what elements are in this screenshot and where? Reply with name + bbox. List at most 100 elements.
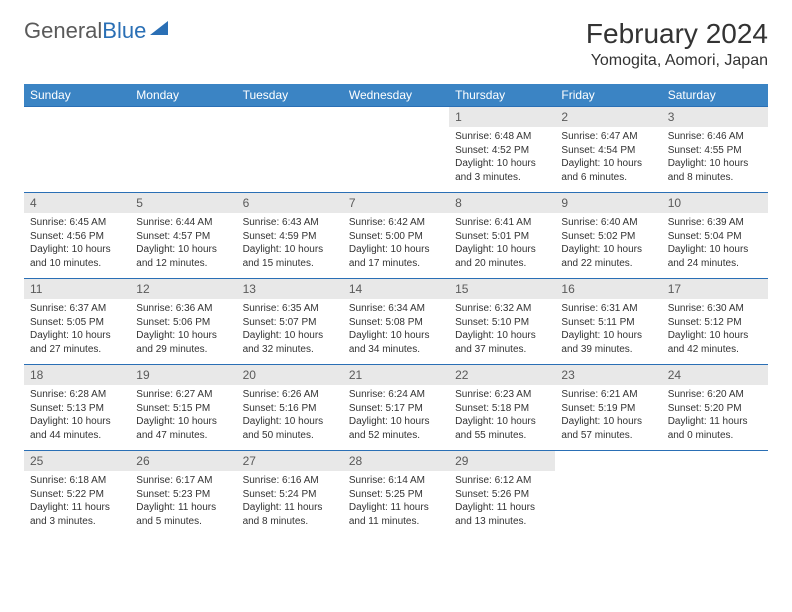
day-cell bbox=[237, 107, 343, 193]
sunset-text: Sunset: 5:04 PM bbox=[668, 230, 762, 244]
day-cell bbox=[555, 451, 661, 537]
day-cell: 6Sunrise: 6:43 AMSunset: 4:59 PMDaylight… bbox=[237, 193, 343, 279]
day-number: 8 bbox=[449, 193, 555, 213]
day-body: Sunrise: 6:47 AMSunset: 4:54 PMDaylight:… bbox=[555, 127, 661, 188]
day-cell: 4Sunrise: 6:45 AMSunset: 4:56 PMDaylight… bbox=[24, 193, 130, 279]
day-cell: 22Sunrise: 6:23 AMSunset: 5:18 PMDayligh… bbox=[449, 365, 555, 451]
day-body: Sunrise: 6:37 AMSunset: 5:05 PMDaylight:… bbox=[24, 299, 130, 360]
day-body: Sunrise: 6:21 AMSunset: 5:19 PMDaylight:… bbox=[555, 385, 661, 446]
day-cell: 28Sunrise: 6:14 AMSunset: 5:25 PMDayligh… bbox=[343, 451, 449, 537]
day-header: Saturday bbox=[662, 84, 768, 107]
sunset-text: Sunset: 5:07 PM bbox=[243, 316, 337, 330]
daylight-text: Daylight: 10 hours and 57 minutes. bbox=[561, 415, 655, 442]
day-number: 19 bbox=[130, 365, 236, 385]
day-cell: 17Sunrise: 6:30 AMSunset: 5:12 PMDayligh… bbox=[662, 279, 768, 365]
sunrise-text: Sunrise: 6:41 AM bbox=[455, 216, 549, 230]
day-header: Thursday bbox=[449, 84, 555, 107]
calendar-table: SundayMondayTuesdayWednesdayThursdayFrid… bbox=[24, 84, 768, 537]
day-number: 21 bbox=[343, 365, 449, 385]
daylight-text: Daylight: 11 hours and 8 minutes. bbox=[243, 501, 337, 528]
day-number: 18 bbox=[24, 365, 130, 385]
sunset-text: Sunset: 5:20 PM bbox=[668, 402, 762, 416]
sunset-text: Sunset: 5:26 PM bbox=[455, 488, 549, 502]
sunrise-text: Sunrise: 6:48 AM bbox=[455, 130, 549, 144]
day-body: Sunrise: 6:14 AMSunset: 5:25 PMDaylight:… bbox=[343, 471, 449, 532]
day-cell: 16Sunrise: 6:31 AMSunset: 5:11 PMDayligh… bbox=[555, 279, 661, 365]
sunrise-text: Sunrise: 6:46 AM bbox=[668, 130, 762, 144]
day-body: Sunrise: 6:17 AMSunset: 5:23 PMDaylight:… bbox=[130, 471, 236, 532]
title-block: February 2024 Yomogita, Aomori, Japan bbox=[586, 18, 768, 70]
sunrise-text: Sunrise: 6:35 AM bbox=[243, 302, 337, 316]
day-cell: 9Sunrise: 6:40 AMSunset: 5:02 PMDaylight… bbox=[555, 193, 661, 279]
day-body: Sunrise: 6:48 AMSunset: 4:52 PMDaylight:… bbox=[449, 127, 555, 188]
day-cell: 15Sunrise: 6:32 AMSunset: 5:10 PMDayligh… bbox=[449, 279, 555, 365]
sunset-text: Sunset: 5:17 PM bbox=[349, 402, 443, 416]
logo: GeneralBlue bbox=[24, 18, 168, 44]
daylight-text: Daylight: 11 hours and 13 minutes. bbox=[455, 501, 549, 528]
day-body: Sunrise: 6:42 AMSunset: 5:00 PMDaylight:… bbox=[343, 213, 449, 274]
daylight-text: Daylight: 10 hours and 37 minutes. bbox=[455, 329, 549, 356]
day-body: Sunrise: 6:39 AMSunset: 5:04 PMDaylight:… bbox=[662, 213, 768, 274]
daylight-text: Daylight: 10 hours and 34 minutes. bbox=[349, 329, 443, 356]
day-header: Tuesday bbox=[237, 84, 343, 107]
sunset-text: Sunset: 5:24 PM bbox=[243, 488, 337, 502]
sunrise-text: Sunrise: 6:43 AM bbox=[243, 216, 337, 230]
sunset-text: Sunset: 5:16 PM bbox=[243, 402, 337, 416]
sunrise-text: Sunrise: 6:40 AM bbox=[561, 216, 655, 230]
sunset-text: Sunset: 5:10 PM bbox=[455, 316, 549, 330]
calendar-body: 1Sunrise: 6:48 AMSunset: 4:52 PMDaylight… bbox=[24, 107, 768, 537]
day-number: 29 bbox=[449, 451, 555, 471]
day-body: Sunrise: 6:12 AMSunset: 5:26 PMDaylight:… bbox=[449, 471, 555, 532]
sunset-text: Sunset: 5:01 PM bbox=[455, 230, 549, 244]
sunset-text: Sunset: 5:25 PM bbox=[349, 488, 443, 502]
day-number: 3 bbox=[662, 107, 768, 127]
day-header: Monday bbox=[130, 84, 236, 107]
day-cell: 1Sunrise: 6:48 AMSunset: 4:52 PMDaylight… bbox=[449, 107, 555, 193]
day-body: Sunrise: 6:24 AMSunset: 5:17 PMDaylight:… bbox=[343, 385, 449, 446]
day-body: Sunrise: 6:30 AMSunset: 5:12 PMDaylight:… bbox=[662, 299, 768, 360]
sunset-text: Sunset: 5:06 PM bbox=[136, 316, 230, 330]
daylight-text: Daylight: 10 hours and 8 minutes. bbox=[668, 157, 762, 184]
sunset-text: Sunset: 5:15 PM bbox=[136, 402, 230, 416]
daylight-text: Daylight: 11 hours and 11 minutes. bbox=[349, 501, 443, 528]
day-header-row: SundayMondayTuesdayWednesdayThursdayFrid… bbox=[24, 84, 768, 107]
day-number: 7 bbox=[343, 193, 449, 213]
daylight-text: Daylight: 10 hours and 3 minutes. bbox=[455, 157, 549, 184]
day-cell bbox=[662, 451, 768, 537]
day-cell: 10Sunrise: 6:39 AMSunset: 5:04 PMDayligh… bbox=[662, 193, 768, 279]
daylight-text: Daylight: 10 hours and 50 minutes. bbox=[243, 415, 337, 442]
day-body: Sunrise: 6:20 AMSunset: 5:20 PMDaylight:… bbox=[662, 385, 768, 446]
day-number: 6 bbox=[237, 193, 343, 213]
sunset-text: Sunset: 5:19 PM bbox=[561, 402, 655, 416]
sunset-text: Sunset: 5:00 PM bbox=[349, 230, 443, 244]
logo-text1: General bbox=[24, 18, 102, 43]
day-cell: 24Sunrise: 6:20 AMSunset: 5:20 PMDayligh… bbox=[662, 365, 768, 451]
day-header: Sunday bbox=[24, 84, 130, 107]
day-number: 23 bbox=[555, 365, 661, 385]
daylight-text: Daylight: 10 hours and 52 minutes. bbox=[349, 415, 443, 442]
day-body: Sunrise: 6:35 AMSunset: 5:07 PMDaylight:… bbox=[237, 299, 343, 360]
sunrise-text: Sunrise: 6:34 AM bbox=[349, 302, 443, 316]
daylight-text: Daylight: 10 hours and 27 minutes. bbox=[30, 329, 124, 356]
day-number: 9 bbox=[555, 193, 661, 213]
sunrise-text: Sunrise: 6:16 AM bbox=[243, 474, 337, 488]
logo-text: GeneralBlue bbox=[24, 18, 146, 44]
sunset-text: Sunset: 5:13 PM bbox=[30, 402, 124, 416]
logo-triangle-icon bbox=[150, 21, 168, 35]
day-cell: 29Sunrise: 6:12 AMSunset: 5:26 PMDayligh… bbox=[449, 451, 555, 537]
day-cell: 13Sunrise: 6:35 AMSunset: 5:07 PMDayligh… bbox=[237, 279, 343, 365]
day-number: 4 bbox=[24, 193, 130, 213]
daylight-text: Daylight: 11 hours and 0 minutes. bbox=[668, 415, 762, 442]
day-cell: 5Sunrise: 6:44 AMSunset: 4:57 PMDaylight… bbox=[130, 193, 236, 279]
sunrise-text: Sunrise: 6:28 AM bbox=[30, 388, 124, 402]
day-number: 10 bbox=[662, 193, 768, 213]
sunrise-text: Sunrise: 6:21 AM bbox=[561, 388, 655, 402]
sunset-text: Sunset: 4:54 PM bbox=[561, 144, 655, 158]
daylight-text: Daylight: 10 hours and 17 minutes. bbox=[349, 243, 443, 270]
daylight-text: Daylight: 10 hours and 55 minutes. bbox=[455, 415, 549, 442]
day-body: Sunrise: 6:41 AMSunset: 5:01 PMDaylight:… bbox=[449, 213, 555, 274]
day-number: 16 bbox=[555, 279, 661, 299]
day-number: 27 bbox=[237, 451, 343, 471]
day-body: Sunrise: 6:23 AMSunset: 5:18 PMDaylight:… bbox=[449, 385, 555, 446]
day-number: 11 bbox=[24, 279, 130, 299]
